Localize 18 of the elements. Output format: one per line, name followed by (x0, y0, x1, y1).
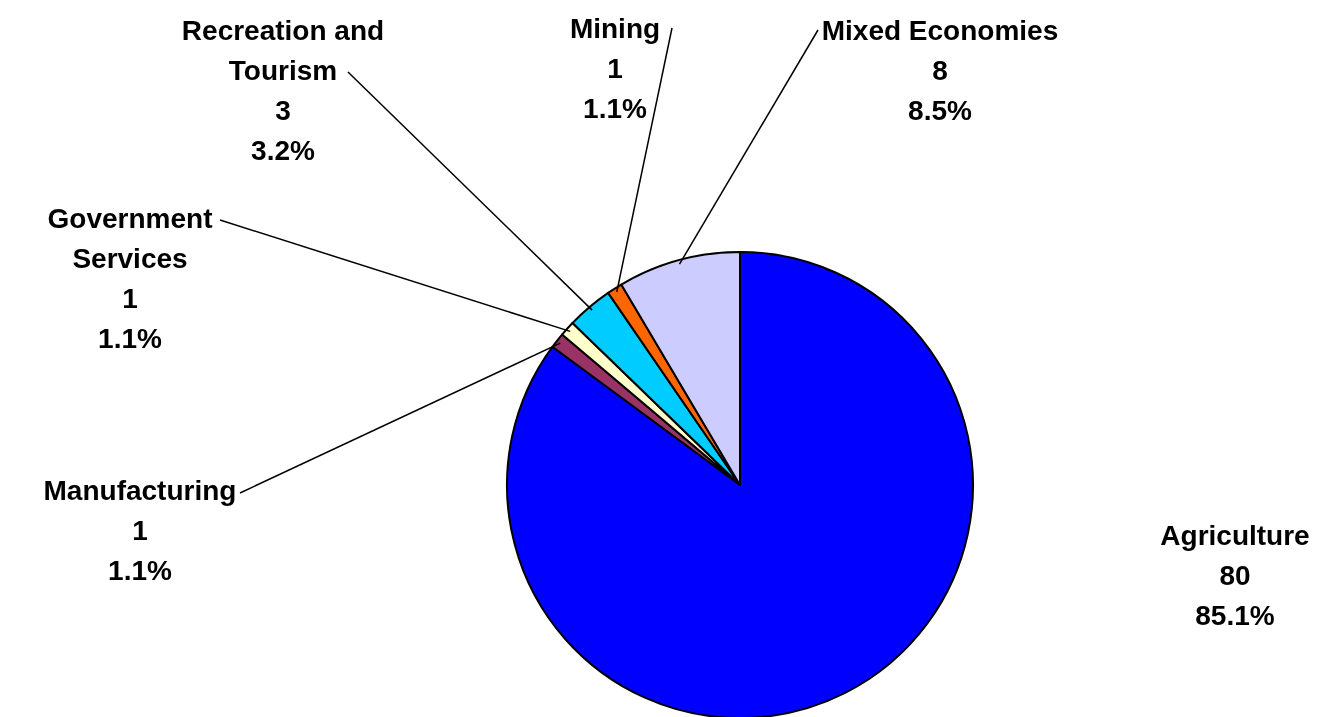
slice-label: Government Services (47, 203, 213, 274)
data-label: 1 (132, 515, 148, 546)
slice-label: Mixed Economies (821, 15, 1059, 46)
text: 8.5% (908, 95, 972, 126)
slice-label: Mining (569, 13, 661, 44)
text: 3.2% (251, 135, 315, 166)
data-label: 3 (275, 95, 291, 126)
text: 85.1% (1195, 600, 1275, 631)
data-label: 8 (932, 55, 948, 86)
slice-label: Recreation and Tourism (181, 15, 385, 86)
data-label: 1 (122, 283, 138, 314)
text: 1.1% (98, 323, 162, 354)
slice-label: Agriculture (1160, 520, 1310, 551)
data-label: 1 (607, 53, 623, 84)
text: 1.1% (108, 555, 172, 586)
data-label: 80 (1219, 560, 1251, 591)
slice-label: Manufacturing (43, 475, 237, 506)
text: 1.1% (583, 93, 647, 124)
